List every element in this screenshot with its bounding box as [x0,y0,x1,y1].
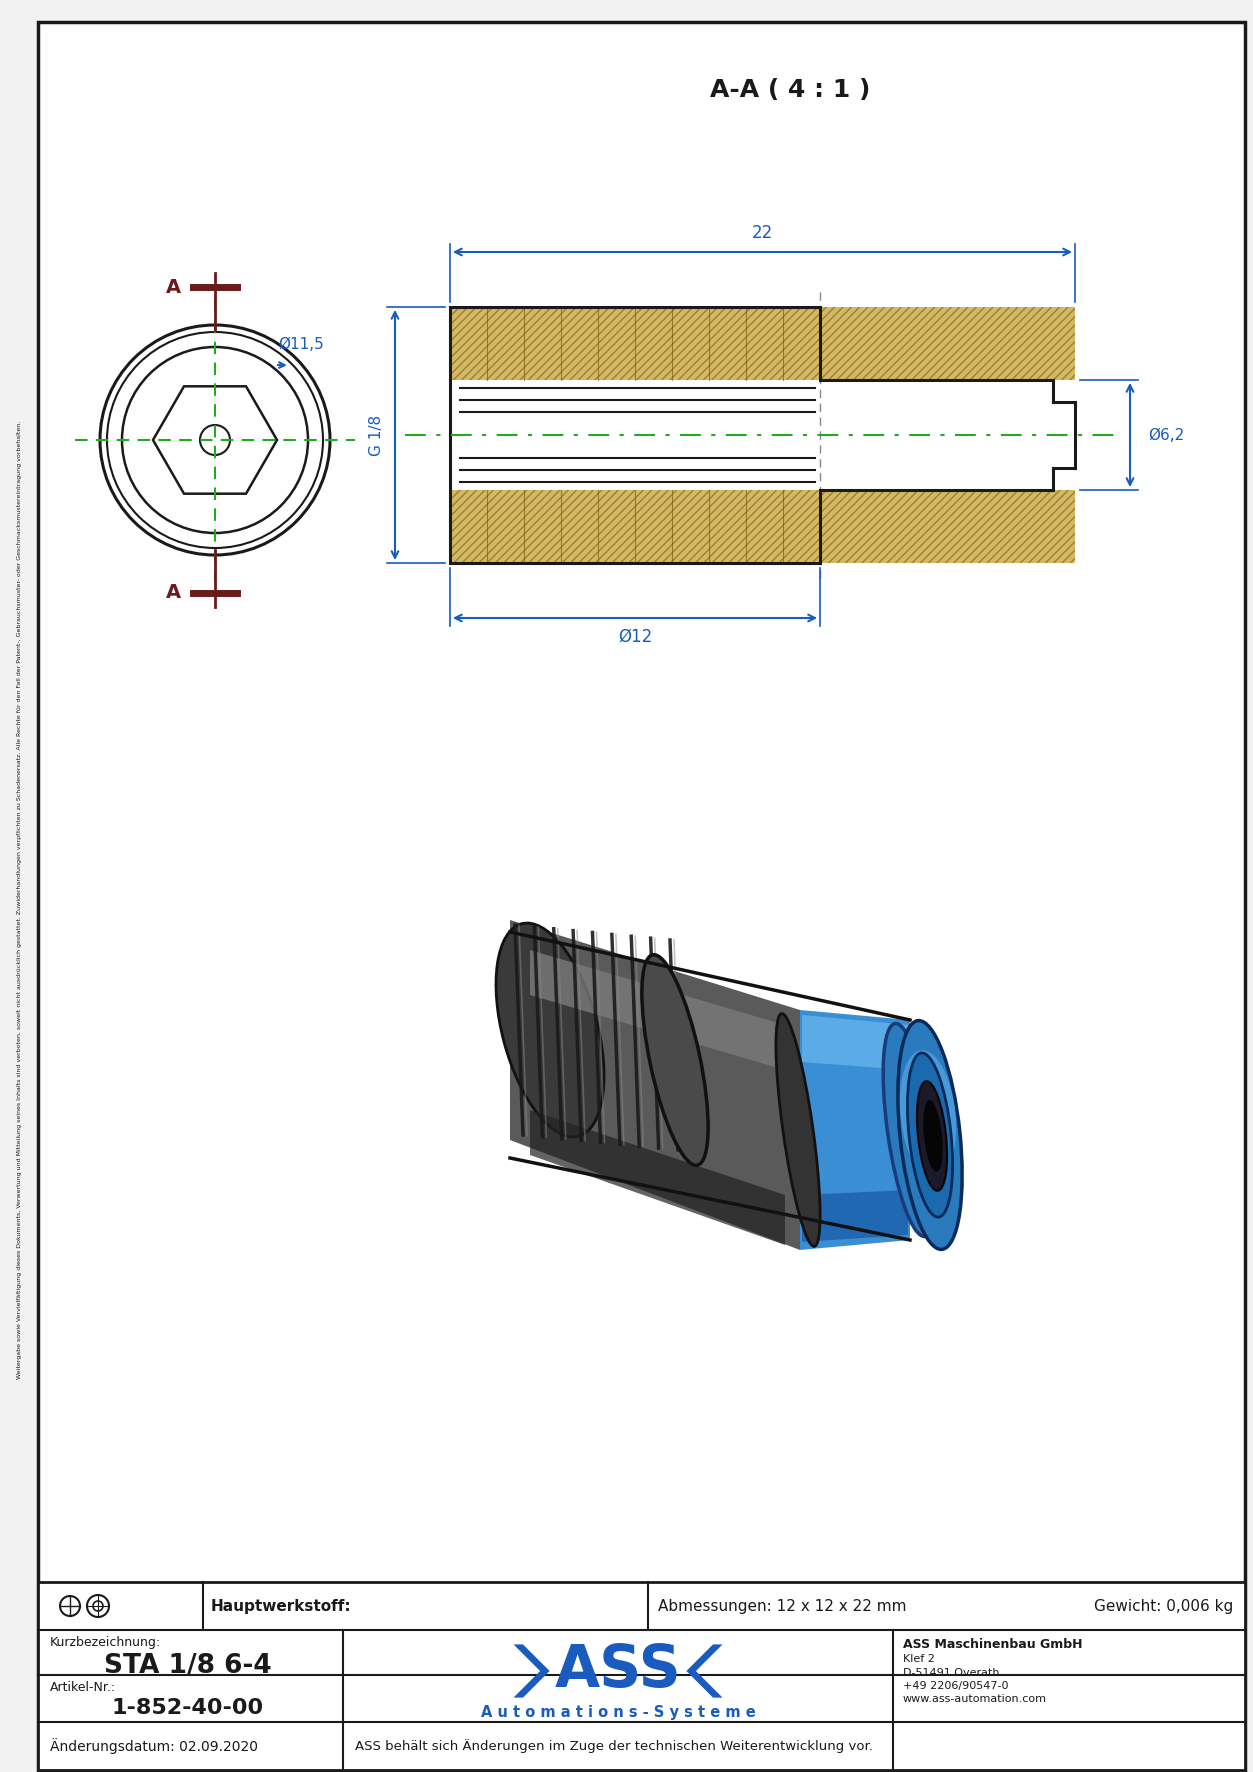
Text: D-51491 Overath: D-51491 Overath [903,1667,1000,1678]
Text: G 1/8: G 1/8 [370,415,385,455]
Text: A: A [165,278,180,296]
Polygon shape [802,1191,908,1242]
Circle shape [122,347,308,533]
Text: 1-852-40-00: 1-852-40-00 [112,1698,264,1719]
Bar [450,379,1075,491]
Polygon shape [153,386,277,494]
Ellipse shape [923,1100,942,1171]
Polygon shape [687,1644,723,1698]
Text: STA 1/8 6-4: STA 1/8 6-4 [104,1653,272,1680]
Text: A-A ( 4 : 1 ): A-A ( 4 : 1 ) [709,78,870,103]
Ellipse shape [898,1021,962,1249]
Text: 22: 22 [752,223,773,243]
Bar [450,491,819,563]
Polygon shape [799,1010,910,1249]
Text: ASS Maschinenbau GmbH: ASS Maschinenbau GmbH [903,1637,1083,1652]
Ellipse shape [883,1024,937,1237]
Text: +49 2206/90547-0: +49 2206/90547-0 [903,1682,1009,1690]
Text: Klef 2: Klef 2 [903,1653,935,1664]
Text: Kurzbezeichnung:: Kurzbezeichnung: [50,1636,162,1650]
Ellipse shape [776,1014,821,1246]
Circle shape [100,324,330,555]
Circle shape [93,1600,103,1611]
Bar [819,491,1075,563]
Polygon shape [510,920,799,1249]
Bar [450,307,819,379]
Bar [38,1582,1245,1770]
Text: ASS behält sich Änderungen im Zuge der technischen Weiterentwicklung vor.: ASS behält sich Änderungen im Zuge der t… [355,1738,873,1753]
Text: Änderungsdatum: 02.09.2020: Änderungsdatum: 02.09.2020 [50,1738,258,1754]
Polygon shape [530,950,784,1070]
Bar [450,491,819,563]
Circle shape [200,425,231,455]
Bar [819,307,1075,379]
Circle shape [60,1597,80,1616]
Text: A u t o m a t i o n s - S y s t e m e: A u t o m a t i o n s - S y s t e m e [481,1705,756,1721]
Polygon shape [802,1015,908,1070]
Ellipse shape [907,1053,952,1217]
Text: Ø6,2: Ø6,2 [1148,427,1184,443]
Text: Weitergabe sowie Vervielfältigung dieses Dokuments, Verwertung und Mitteilung se: Weitergabe sowie Vervielfältigung dieses… [18,422,23,1379]
Circle shape [107,331,323,548]
Bar [450,307,819,379]
Text: Ø11,5: Ø11,5 [278,337,323,353]
Bar [819,307,1075,379]
Text: Gewicht: 0,006 kg: Gewicht: 0,006 kg [1094,1598,1233,1614]
Polygon shape [530,1109,784,1246]
Polygon shape [514,1644,550,1698]
Ellipse shape [642,955,708,1166]
Text: A: A [165,583,180,602]
Bar [38,1582,1245,1770]
Text: Ø12: Ø12 [618,627,652,647]
Text: Artikel-Nr.:: Artikel-Nr.: [50,1682,117,1694]
Text: www.ass-automation.com: www.ass-automation.com [903,1694,1048,1705]
Text: Hauptwerkstoff:: Hauptwerkstoff: [211,1598,352,1614]
Ellipse shape [496,923,604,1138]
Circle shape [86,1595,109,1618]
Text: Abmessungen: 12 x 12 x 22 mm: Abmessungen: 12 x 12 x 22 mm [658,1598,906,1614]
Text: ASS: ASS [555,1643,682,1699]
Ellipse shape [917,1081,947,1191]
Bar [819,491,1075,563]
Ellipse shape [900,1051,956,1180]
